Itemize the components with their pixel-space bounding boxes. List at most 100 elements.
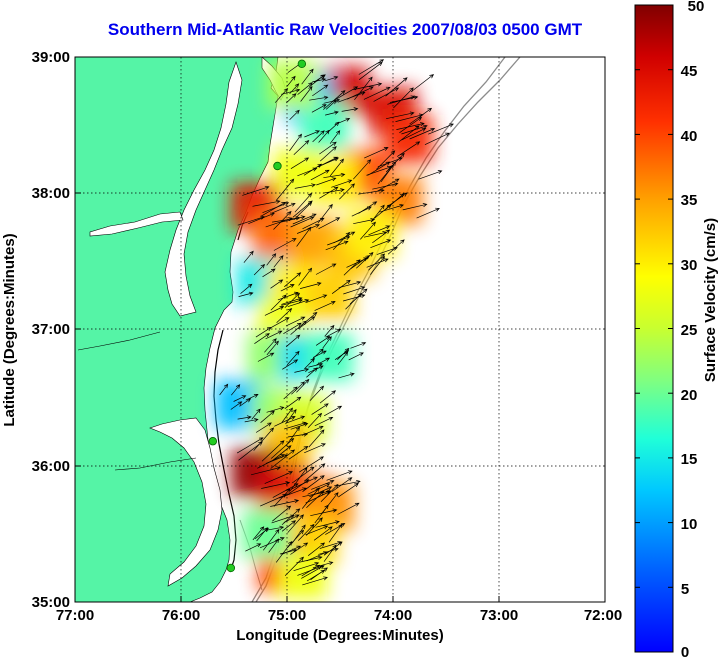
velocity-patch (273, 148, 322, 197)
velocity-arrow (233, 395, 247, 402)
velocity-arrow (336, 479, 361, 487)
velocity-arrow (324, 405, 343, 417)
velocity-arrow (373, 87, 400, 102)
velocity-arrow (311, 479, 335, 490)
velocity-arrow (273, 238, 297, 251)
velocity-arrow (377, 157, 403, 168)
velocity-arrow (341, 107, 359, 112)
colorbar (634, 4, 674, 653)
velocity-arrow (338, 372, 355, 379)
velocity-arrow (327, 236, 351, 246)
velocity-arrow (253, 263, 266, 276)
velocity-arrow (309, 95, 329, 101)
velocity-arrow (219, 383, 229, 396)
x-axis-label: Longitude (Degrees:Minutes) (236, 627, 444, 644)
velocity-arrow (286, 350, 300, 366)
velocity-arrow (368, 253, 386, 271)
velocity-arrow (320, 483, 339, 503)
radar-station-marker (297, 59, 307, 69)
velocity-arrow (268, 538, 280, 553)
velocity-arrow (298, 523, 315, 541)
velocity-arrow (293, 201, 313, 220)
velocity-arrow (245, 394, 259, 401)
velocity-arrow (275, 178, 295, 201)
velocity-arrow (323, 541, 343, 556)
velocity-arrow (323, 98, 341, 104)
velocity-patch (384, 114, 433, 163)
velocity-arrow (242, 185, 270, 196)
velocity-arrow (308, 365, 324, 374)
velocity-arrow (300, 311, 318, 326)
velocity-arrow (287, 514, 304, 533)
velocity-arrow (257, 454, 285, 469)
velocity-arrow (248, 212, 275, 225)
velocity-arrow (266, 340, 279, 356)
velocity-arrow (301, 487, 320, 509)
y-axis-label: Latitude (Degrees:Minutes) (1, 233, 18, 426)
velocity-arrow (396, 122, 425, 130)
velocity-arrow (264, 338, 277, 353)
velocity-arrow (309, 74, 325, 88)
x-tick-label: 74:00 (374, 607, 412, 624)
velocity-arrow (289, 109, 300, 120)
velocity-arrow (288, 445, 309, 460)
velocity-arrow (318, 217, 341, 230)
velocity-arrow (265, 330, 283, 340)
velocity-arrow (366, 258, 389, 268)
velocity-arrow (402, 203, 428, 211)
velocity-arrow (238, 291, 254, 297)
velocity-arrow (331, 279, 351, 294)
velocity-arrow (304, 443, 326, 454)
velocity-arrow (274, 416, 296, 427)
velocity-arrow (386, 111, 415, 120)
velocity-arrow (243, 250, 254, 263)
colorbar-tick-label: 35 (681, 192, 698, 209)
y-tick-label: 39:00 (32, 49, 70, 66)
albemarle-pamlico-sound (149, 417, 223, 587)
velocity-arrow (315, 263, 337, 275)
velocity-arrow (358, 188, 385, 195)
velocity-arrow (281, 407, 293, 423)
velocity-arrow (372, 229, 391, 244)
velocity-patch (305, 332, 354, 381)
velocity-arrow (311, 104, 327, 113)
inland-river (77, 331, 161, 351)
velocity-arrow (251, 408, 261, 420)
velocity-arrow (387, 239, 405, 255)
velocity-arrow (293, 140, 310, 156)
velocity-arrow (370, 239, 392, 249)
velocity-arrow (281, 88, 301, 95)
velocity-arrow (302, 576, 328, 586)
velocity-arrow (236, 437, 264, 454)
velocity-arrow (283, 322, 302, 335)
velocity-arrow (284, 556, 304, 576)
velocity-arrow (284, 421, 307, 430)
velocity-arrow (271, 202, 296, 214)
velocity-arrow (326, 121, 340, 134)
colorbar-tick-label: 30 (681, 257, 698, 274)
y-tick-label: 38:00 (32, 185, 70, 202)
x-tick-label: 72:00 (584, 607, 622, 624)
velocity-arrow (302, 217, 325, 230)
velocity-arrow (310, 508, 338, 517)
velocity-arrow (260, 201, 287, 217)
velocity-arrow (319, 186, 339, 199)
potomac-river (89, 211, 184, 237)
velocity-arrow (285, 316, 306, 327)
velocity-arrow (286, 75, 296, 88)
velocity-arrow (290, 542, 309, 555)
velocity-arrow (397, 141, 421, 157)
velocity-arrow (263, 528, 280, 551)
velocity-arrow (370, 204, 385, 223)
velocity-arrow (301, 68, 314, 85)
velocity-arrow (318, 547, 339, 555)
velocity-arrow (270, 317, 290, 329)
colorbar-tick-label: 0 (681, 644, 689, 659)
velocity-arrow (238, 441, 263, 461)
velocity-arrow (348, 352, 364, 361)
velocity-arrow (291, 466, 315, 484)
velocity-arrow (345, 292, 362, 310)
velocity-arrow (252, 199, 281, 207)
velocity-arrow (409, 107, 433, 125)
